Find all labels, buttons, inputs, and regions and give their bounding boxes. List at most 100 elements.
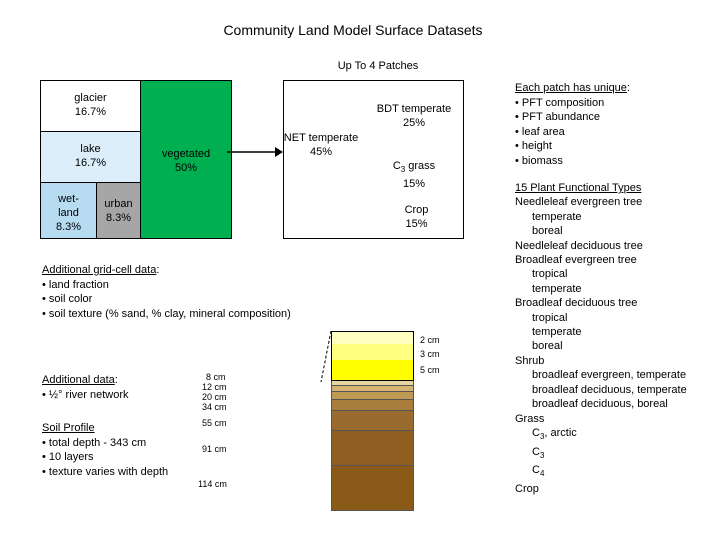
bdt-label: BDT temperate xyxy=(376,103,452,115)
pft-line-text: tropical xyxy=(532,311,568,324)
additional-gridcell-data: Additional grid-cell data: • land fracti… xyxy=(42,263,291,321)
depth-label: 34 cm xyxy=(202,402,227,412)
pft-line: C4 xyxy=(515,463,687,482)
patch-unique-properties: Each patch has unique: • PFT composition… xyxy=(515,81,630,168)
net-label: NET temperate xyxy=(283,132,359,144)
additional-data-colon: : xyxy=(114,374,118,386)
additional-gridcell-heading: Additional grid-cell data xyxy=(42,264,157,276)
pft-line-subscript: 3 xyxy=(539,432,545,442)
wetland-percent: 8.3% xyxy=(55,221,82,233)
list-item: • height xyxy=(515,140,552,152)
bdt-temperate-patch: BDT temperate 25% xyxy=(364,102,464,130)
net-percent: 45% xyxy=(309,146,333,158)
pft-line-text: C xyxy=(532,464,540,477)
pft-line-text: Shrub xyxy=(515,354,545,367)
lake-box: lake 16.7% xyxy=(40,131,141,183)
pft-line-text: boreal xyxy=(532,340,563,353)
depth-label: 12 cm xyxy=(202,382,227,392)
pft-line-text: Broadleaf evergreen tree xyxy=(515,254,637,267)
c3-suffix: grass xyxy=(405,160,436,172)
pft-line-text: tropical xyxy=(532,268,568,281)
soil-layer-20cm xyxy=(331,392,414,400)
pft-line: boreal xyxy=(515,339,687,353)
pft-heading: 15 Plant Functional Types xyxy=(515,182,642,194)
list-item: • PFT composition xyxy=(515,96,605,109)
crop-patch: Crop 15% xyxy=(364,203,469,231)
additional-gridcell-colon: : xyxy=(156,264,160,276)
soil-layer-8cm xyxy=(331,381,414,386)
pft-line-text: temperate xyxy=(532,210,582,223)
crop-label: Crop xyxy=(404,204,429,216)
pft-line-text: Grass xyxy=(515,412,545,425)
soil-layer-91cm xyxy=(331,431,414,466)
c3-prefix: C xyxy=(392,160,401,172)
depth-label: 5 cm xyxy=(420,365,440,375)
pft-line: Grass xyxy=(515,412,687,426)
bdt-percent: 25% xyxy=(402,117,426,129)
pft-line: temperate xyxy=(515,325,687,339)
wetland-box: wet- land 8.3% xyxy=(40,182,97,239)
pft-line-text: temperate xyxy=(532,282,582,295)
pft-line: Broadleaf deciduous tree xyxy=(515,296,687,310)
pft-line: C3, arctic xyxy=(515,426,687,445)
pft-line: broadleaf deciduous, boreal xyxy=(515,397,687,411)
depth-label: 3 cm xyxy=(420,349,440,359)
glacier-percent: 16.7% xyxy=(74,106,107,118)
pft-line-text: C xyxy=(532,426,540,439)
pft-line-text: Needleleaf deciduous tree xyxy=(515,239,643,252)
vegetated-percent: 50% xyxy=(174,162,198,174)
patch-unique-heading: Each patch has unique xyxy=(515,82,627,94)
pft-line-text: boreal xyxy=(532,225,563,238)
wetland-label-1: wet- xyxy=(58,193,79,205)
soil-layer-5cm xyxy=(332,360,413,380)
lake-label: lake xyxy=(80,143,101,155)
list-item: • ½° river network xyxy=(42,388,129,401)
depth-label: 2 cm xyxy=(420,335,440,345)
c3-sub: 3 xyxy=(400,165,406,175)
depth-label: 8 cm xyxy=(206,372,226,382)
list-item: • total depth - 343 cm xyxy=(42,436,147,449)
c3-grass-label: C3 grass xyxy=(364,159,464,177)
wetland-label-2: land xyxy=(58,207,79,219)
patches-box xyxy=(283,80,464,239)
pft-line: Needleleaf evergreen tree xyxy=(515,195,687,209)
vegetated-box: vegetated 50% xyxy=(140,80,232,239)
list-item: • soil color xyxy=(42,293,93,305)
soil-layer-3cm xyxy=(332,344,413,361)
c3-grass-percent: 15% xyxy=(402,178,426,191)
pft-list: 15 Plant Functional Types Needleleaf eve… xyxy=(515,181,687,496)
depth-label: 55 cm xyxy=(202,418,227,428)
pft-line: boreal xyxy=(515,224,687,238)
pft-line: Crop xyxy=(515,482,687,496)
pft-line: tropical xyxy=(515,311,687,325)
vegetated-label: vegetated xyxy=(161,148,211,160)
pft-line: Needleleaf deciduous tree xyxy=(515,239,687,253)
list-item: • PFT abundance xyxy=(515,111,600,123)
pft-line-text: broadleaf deciduous, boreal xyxy=(532,398,668,411)
depth-label: 114 cm xyxy=(198,479,227,489)
pft-lines: Needleleaf evergreen tree temperate boreal… xyxy=(515,195,687,496)
lake-percent: 16.7% xyxy=(74,157,107,169)
urban-label: urban xyxy=(104,198,133,210)
pft-line: tropical xyxy=(515,267,687,281)
soil-layer-34cm xyxy=(331,400,414,411)
pft-line-subscript: 4 xyxy=(539,469,545,479)
list-item: • leaf area xyxy=(515,125,565,138)
pft-line-text: broadleaf evergreen, temperate xyxy=(532,369,687,382)
urban-box: urban 8.3% xyxy=(96,182,141,239)
additional-data: Additional data: • ½° river network xyxy=(42,373,129,402)
list-item: • biomass xyxy=(515,154,563,167)
soil-top-layers-zoom xyxy=(331,331,414,381)
depth-label: 91 cm xyxy=(202,444,227,454)
pft-line: temperate xyxy=(515,282,687,296)
soil-zoom-lines xyxy=(320,330,332,383)
pft-line: Shrub xyxy=(515,354,687,368)
pft-line-text: broadleaf deciduous, temperate xyxy=(532,383,687,396)
page-title: Community Land Model Surface Datasets xyxy=(223,22,483,38)
pft-line: C3 xyxy=(515,445,687,464)
pft-line-text: Crop xyxy=(515,482,539,495)
pft-line-text: Broadleaf deciduous tree xyxy=(515,297,638,310)
pft-line: temperate xyxy=(515,210,687,224)
glacier-box: glacier 16.7% xyxy=(40,80,141,132)
list-item: • 10 layers xyxy=(42,451,94,463)
